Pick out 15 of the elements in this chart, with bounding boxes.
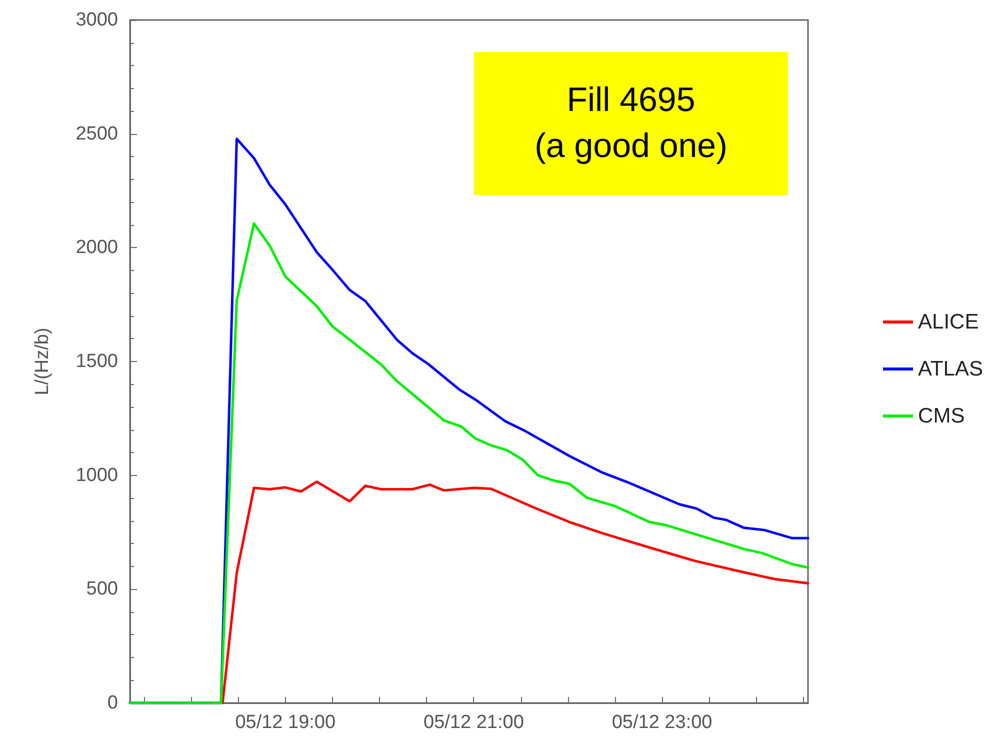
y-tick-label: 2000 (76, 237, 118, 258)
legend-label: ALICE (918, 310, 979, 334)
y-tick-label: 0 (107, 692, 118, 714)
y-tick-label: 1500 (76, 351, 118, 372)
legend-label: ATLAS (918, 358, 983, 380)
y-tick-label: 3000 (76, 10, 118, 30)
y-axis-title: L/(Hz/b) (32, 328, 53, 396)
y-tick-label: 2500 (76, 123, 118, 144)
note-box: Fill 4695 (a good one) (474, 52, 788, 195)
y-tick-label: 1000 (76, 464, 118, 486)
x-tick-label: 05/12 19:00 (235, 712, 336, 733)
legend-label: CMS (918, 404, 965, 428)
x-tick-label: 05/12 21:00 (424, 712, 524, 733)
y-tick-label: 500 (86, 578, 118, 600)
x-tick-label: 05/12 23:00 (612, 712, 712, 733)
